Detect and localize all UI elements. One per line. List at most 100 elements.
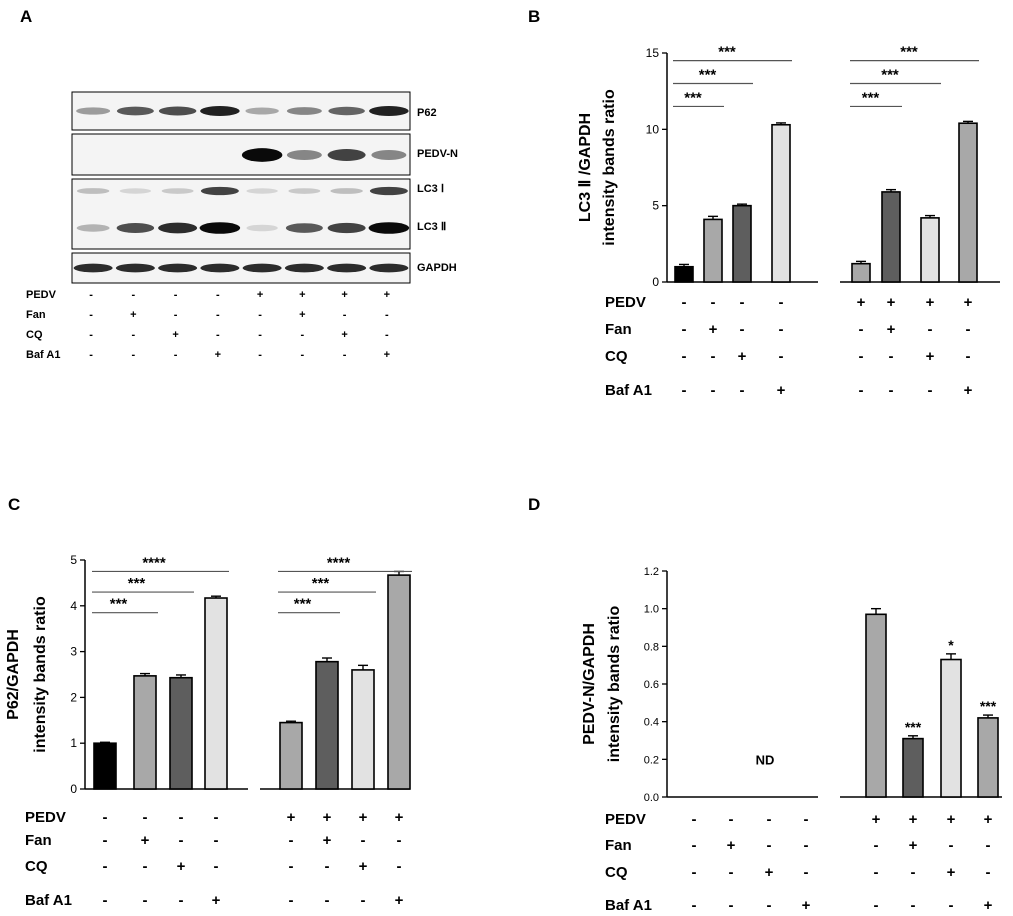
significance-label: *** — [718, 44, 736, 61]
condition-sign: - — [343, 309, 347, 321]
condition-sign: - — [289, 858, 294, 875]
condition-sign: - — [966, 321, 971, 338]
bar — [771, 123, 791, 283]
condition-sign: - — [692, 837, 697, 854]
significance-label: *** — [110, 596, 128, 613]
condition-sign: - — [89, 289, 93, 301]
y-tick-label: 0.0 — [644, 792, 659, 804]
significance-label: *** — [905, 719, 922, 735]
y-axis-title: intensity bands ratio — [32, 596, 49, 753]
condition-sign: + — [341, 329, 347, 341]
condition-sign: - — [966, 348, 971, 365]
condition-sign: + — [947, 864, 956, 881]
condition-sign: - — [767, 897, 772, 914]
condition-sign: + — [964, 294, 973, 311]
condition-label: Baf A1 — [605, 897, 652, 914]
condition-sign: - — [911, 864, 916, 881]
condition-sign: - — [174, 349, 178, 361]
panel-c-p62-chart: C 0 1 2 3 4 5 P62/GAPDH intensity bands ratio **… — [5, 495, 412, 909]
condition-sign: - — [103, 832, 108, 849]
blot-band — [286, 107, 322, 115]
condition-sign: + — [964, 382, 973, 399]
condition-sign: - — [729, 864, 734, 881]
blot-band — [369, 263, 409, 273]
condition-sign: - — [682, 382, 687, 399]
y-tick-label: 0.8 — [644, 641, 659, 653]
panel-b-letter: B — [528, 7, 540, 26]
bar — [977, 717, 999, 798]
condition-sign: - — [174, 309, 178, 321]
condition-sign: - — [682, 348, 687, 365]
condition-sign: + — [984, 811, 993, 828]
y-axis-title: LC3 Ⅱ /GAPDH — [577, 113, 594, 222]
condition-sign: + — [765, 864, 774, 881]
blot-band — [200, 263, 240, 273]
condition-sign: - — [143, 858, 148, 875]
panel-c-letter: C — [8, 495, 20, 514]
blot-band — [115, 263, 155, 273]
blot-label: GAPDH — [417, 262, 457, 274]
condition-sign: + — [984, 897, 993, 914]
condition-sign: - — [889, 348, 894, 365]
blot-band — [158, 106, 197, 116]
condition-sign: - — [682, 294, 687, 311]
bar — [851, 262, 871, 283]
significance-label: *** — [699, 67, 717, 84]
panel-d-letter: D — [528, 495, 540, 514]
bar — [902, 737, 924, 798]
condition-sign: - — [385, 309, 389, 321]
blot-band — [327, 222, 366, 234]
condition-sign: - — [397, 832, 402, 849]
blot-band — [369, 186, 408, 196]
blot-band — [116, 223, 155, 233]
condition-sign: - — [258, 329, 262, 341]
condition-sign: - — [711, 382, 716, 399]
condition-label: CQ — [26, 329, 43, 341]
condition-sign: - — [301, 329, 305, 341]
y-tick-label: 0.6 — [644, 679, 659, 691]
condition-sign: - — [767, 837, 772, 854]
significance-label: *** — [684, 89, 702, 106]
blot-band — [284, 263, 324, 273]
condition-sign: - — [711, 294, 716, 311]
y-axis-title: intensity bands ratio — [601, 89, 618, 246]
condition-sign: - — [859, 382, 864, 399]
condition-sign: - — [874, 897, 879, 914]
condition-sign: - — [949, 837, 954, 854]
condition-sign: + — [130, 309, 136, 321]
condition-sign: - — [179, 892, 184, 909]
condition-sign: - — [103, 892, 108, 909]
panel-a-letter: A — [20, 7, 32, 26]
condition-sign: + — [947, 811, 956, 828]
bar — [703, 218, 723, 283]
condition-sign: - — [889, 382, 894, 399]
condition-sign: + — [384, 289, 390, 301]
condition-sign: + — [727, 837, 736, 854]
y-tick-label: 0 — [652, 275, 659, 289]
condition-sign: + — [395, 892, 404, 909]
condition-sign: - — [258, 309, 262, 321]
blot-band — [245, 107, 279, 115]
condition-sign: - — [682, 321, 687, 338]
condition-sign: - — [258, 349, 262, 361]
blot-band — [200, 186, 239, 196]
condition-label: Fan — [605, 837, 632, 854]
blot-band — [286, 149, 322, 161]
blot-band — [242, 263, 282, 273]
not-detected-note: ND — [756, 752, 775, 767]
blot-band — [119, 188, 152, 194]
condition-sign: - — [289, 832, 294, 849]
condition-sign: - — [874, 864, 879, 881]
condition-label: Fan — [26, 309, 46, 321]
blot-strips — [71, 91, 411, 284]
y-tick-label: 0.2 — [644, 754, 659, 766]
condition-sign: + — [926, 294, 935, 311]
blot-band — [327, 263, 367, 273]
condition-sign: - — [174, 289, 178, 301]
y-tick-label: 1.2 — [644, 566, 659, 578]
condition-sign: + — [359, 809, 368, 826]
blot-band — [76, 188, 110, 194]
bar — [315, 660, 339, 790]
condition-sign: - — [859, 348, 864, 365]
